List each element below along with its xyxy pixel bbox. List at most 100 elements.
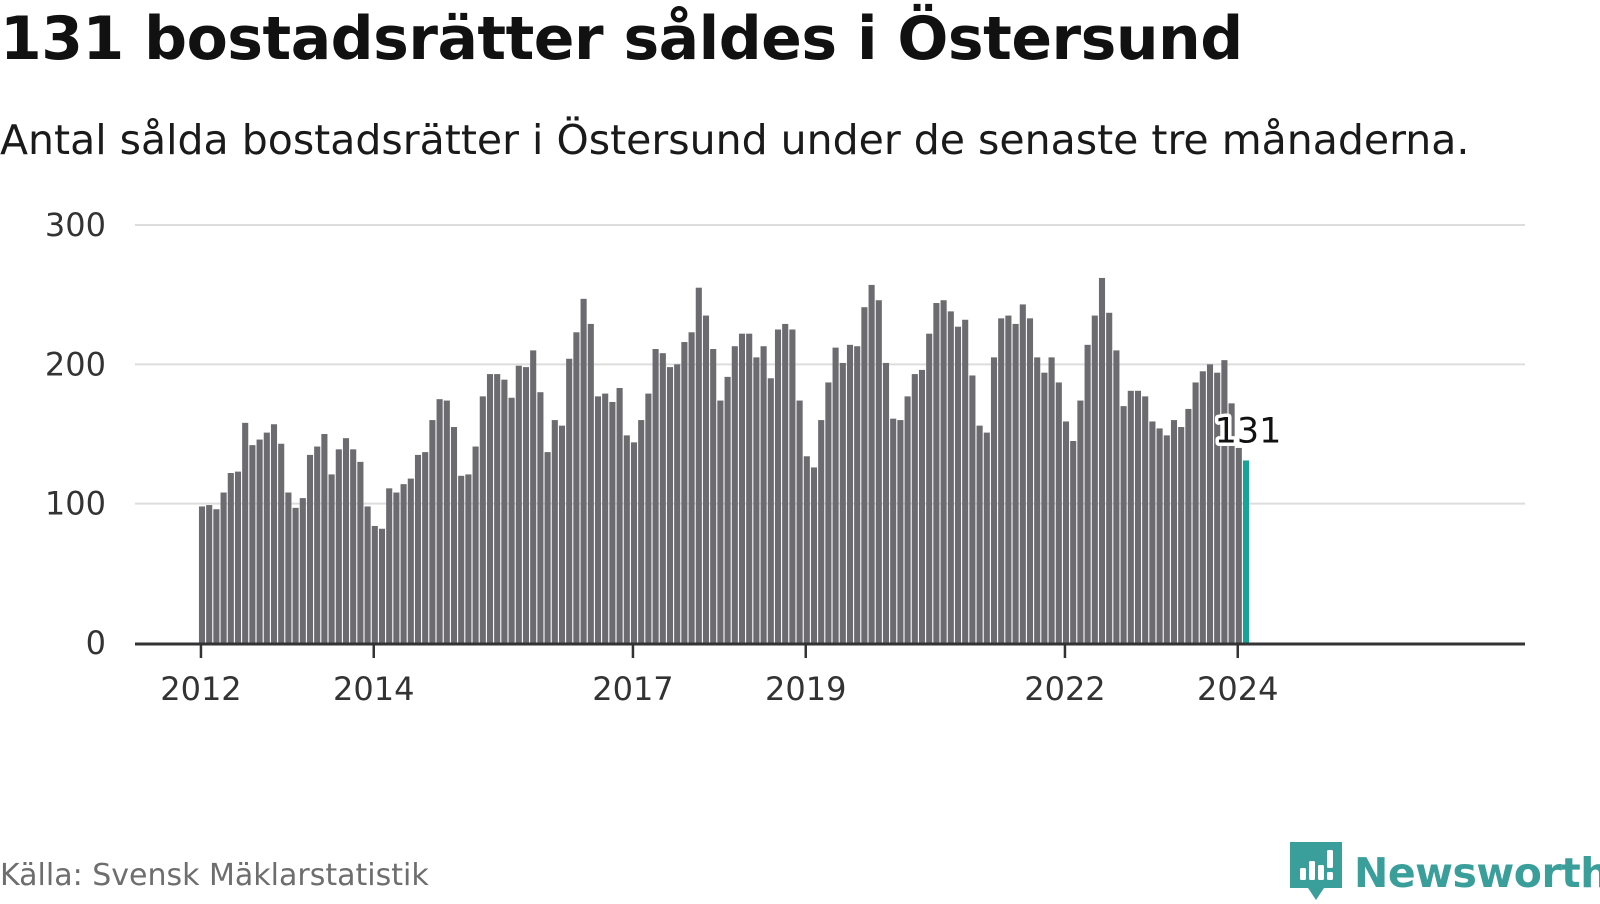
bar bbox=[587, 323, 594, 643]
bar bbox=[746, 333, 753, 643]
bar bbox=[1077, 400, 1084, 643]
bar bbox=[1134, 390, 1142, 643]
bar bbox=[609, 401, 616, 643]
bar bbox=[450, 427, 458, 643]
bar bbox=[990, 357, 998, 643]
bar bbox=[566, 358, 573, 643]
bar bbox=[623, 435, 630, 643]
x-axis-ticks: 2012 2014 2017 2019 2022 2024 bbox=[160, 643, 1278, 708]
bar bbox=[868, 284, 875, 643]
bar bbox=[465, 474, 472, 643]
bar bbox=[594, 396, 602, 643]
bar bbox=[515, 365, 522, 643]
x-tick-label: 2014 bbox=[333, 670, 414, 708]
bar bbox=[854, 346, 861, 643]
bar bbox=[1235, 447, 1242, 643]
bar bbox=[1106, 312, 1113, 643]
y-tick-label: 100 bbox=[45, 485, 106, 523]
bar bbox=[220, 492, 227, 643]
bar bbox=[1070, 440, 1077, 643]
bar bbox=[407, 478, 414, 643]
bar bbox=[983, 432, 990, 643]
bar bbox=[1221, 360, 1228, 643]
bar bbox=[1055, 382, 1062, 643]
bar bbox=[328, 474, 335, 643]
y-tick-label: 0 bbox=[86, 624, 106, 662]
bar bbox=[414, 454, 422, 643]
bar bbox=[825, 382, 832, 643]
x-tick-label: 2012 bbox=[160, 670, 241, 708]
bar bbox=[940, 300, 947, 643]
bar bbox=[724, 376, 731, 643]
bar bbox=[659, 353, 666, 643]
bar bbox=[213, 509, 220, 643]
bar bbox=[508, 397, 515, 643]
bar bbox=[1084, 344, 1091, 643]
bar bbox=[263, 432, 270, 643]
bar bbox=[378, 528, 386, 643]
bar bbox=[882, 362, 890, 643]
bar bbox=[1228, 403, 1235, 643]
bar bbox=[753, 357, 760, 643]
latest-value-label: 131 bbox=[1215, 411, 1282, 451]
y-tick-label: 300 bbox=[45, 206, 106, 244]
bar bbox=[443, 400, 450, 643]
bar bbox=[551, 420, 558, 643]
bar bbox=[839, 362, 846, 643]
bar bbox=[695, 287, 702, 643]
bar bbox=[789, 329, 796, 643]
bar bbox=[436, 399, 443, 643]
x-tick-label: 2022 bbox=[1024, 670, 1105, 708]
bar bbox=[580, 298, 587, 643]
bar bbox=[544, 452, 551, 643]
bar bbox=[918, 369, 926, 643]
bar bbox=[1142, 396, 1149, 643]
bar bbox=[386, 488, 393, 643]
bar bbox=[1120, 406, 1127, 643]
bar bbox=[666, 367, 674, 643]
bar bbox=[1091, 315, 1098, 643]
bar bbox=[501, 379, 508, 643]
bar bbox=[1149, 421, 1156, 643]
bar bbox=[1048, 357, 1055, 643]
y-tick-label: 200 bbox=[45, 345, 106, 383]
bar bbox=[861, 307, 868, 643]
bar bbox=[1005, 315, 1012, 643]
bar bbox=[962, 319, 969, 643]
bar bbox=[479, 396, 486, 643]
bar bbox=[342, 438, 350, 643]
newsworthy-logo-icon bbox=[1290, 842, 1342, 900]
bar bbox=[1170, 420, 1178, 643]
bar bbox=[674, 364, 681, 643]
brand-logo: Newsworthy bbox=[1290, 842, 1600, 904]
bar bbox=[1214, 372, 1221, 643]
bar bbox=[796, 400, 803, 643]
bar bbox=[875, 300, 882, 643]
bar bbox=[299, 498, 306, 643]
bar bbox=[573, 332, 580, 643]
bars bbox=[198, 277, 1250, 643]
bar bbox=[227, 473, 234, 643]
bar bbox=[731, 346, 738, 643]
bar bbox=[1206, 364, 1214, 643]
x-tick-label: 2024 bbox=[1197, 670, 1278, 708]
bar bbox=[357, 461, 364, 643]
bar bbox=[486, 374, 494, 643]
bar bbox=[278, 443, 285, 643]
bar bbox=[954, 326, 962, 643]
bar bbox=[998, 318, 1005, 643]
bar bbox=[774, 329, 782, 643]
bar-highlight bbox=[1242, 460, 1250, 643]
bar bbox=[1098, 277, 1106, 643]
bar bbox=[969, 375, 976, 643]
bar bbox=[933, 303, 940, 643]
bar bbox=[652, 349, 659, 643]
bar bbox=[537, 392, 544, 643]
bar bbox=[846, 344, 854, 643]
bar bbox=[494, 374, 501, 643]
bar bbox=[522, 367, 530, 643]
bar bbox=[738, 333, 746, 643]
bar bbox=[818, 420, 825, 643]
x-tick-label: 2017 bbox=[592, 670, 673, 708]
bar bbox=[364, 506, 371, 643]
